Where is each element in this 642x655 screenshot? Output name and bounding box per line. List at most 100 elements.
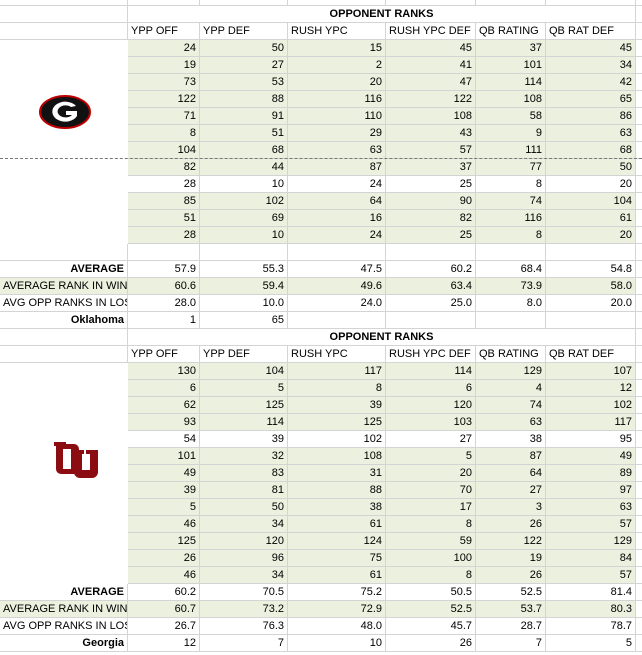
- oklahoma-logo: [54, 442, 98, 478]
- empty-cell: [200, 243, 288, 261]
- rank-cell: 116: [288, 90, 386, 108]
- rank-cell: 27: [200, 56, 288, 74]
- rank-cell: 62: [128, 396, 200, 414]
- rank-cell: 17: [386, 498, 476, 516]
- empty-cell: [128, 243, 200, 261]
- rank-cell: 117: [288, 362, 386, 380]
- rank-cell: 70: [386, 481, 476, 499]
- empty-cell: [0, 328, 128, 346]
- rank-cell: 39: [200, 430, 288, 448]
- rank-cell: 8: [476, 226, 546, 244]
- rank-cell: 114: [476, 73, 546, 91]
- summary-cell: 57.9: [128, 260, 200, 278]
- empty-cell: [636, 210, 642, 227]
- rank-cell: 20: [386, 464, 476, 482]
- empty-cell: [636, 23, 642, 40]
- rank-cell: 20: [288, 73, 386, 91]
- rank-cell: 108: [386, 107, 476, 125]
- empty-cell: [0, 91, 128, 108]
- empty-cell: [636, 516, 642, 533]
- rank-cell: 108: [476, 90, 546, 108]
- summary-cell: 26.7: [128, 617, 200, 635]
- summary-cell: 55.3: [200, 260, 288, 278]
- rank-cell: 122: [476, 532, 546, 550]
- divider: [0, 157, 642, 159]
- rank-cell: 68: [546, 141, 636, 159]
- row-label: AVG OPP RANKS IN LOSS: [0, 294, 128, 312]
- empty-cell: [386, 0, 476, 6]
- rank-cell: 31: [288, 464, 386, 482]
- rank-cell: 26: [476, 515, 546, 533]
- rank-cell: 20: [546, 226, 636, 244]
- section-title: OPPONENT RANKS: [128, 328, 636, 346]
- empty-cell: [636, 329, 642, 346]
- empty-cell: [0, 5, 128, 23]
- rank-cell: 28: [128, 175, 200, 193]
- empty-cell: [0, 380, 128, 397]
- empty-cell: [636, 261, 642, 278]
- summary-cell: 59.4: [200, 277, 288, 295]
- rank-cell: 28: [128, 226, 200, 244]
- rank-cell: 124: [288, 532, 386, 550]
- summary-cell: 76.3: [200, 617, 288, 635]
- summary-cell: 52.5: [386, 600, 476, 618]
- team-cell: 26: [386, 634, 476, 652]
- rank-cell: 26: [128, 549, 200, 567]
- empty-cell: [476, 311, 546, 329]
- rank-cell: 93: [128, 413, 200, 431]
- rank-cell: 71: [128, 107, 200, 125]
- rank-cell: 20: [546, 175, 636, 193]
- column-header: YPP OFF: [128, 345, 200, 363]
- empty-cell: [636, 125, 642, 142]
- empty-cell: [636, 244, 642, 261]
- empty-cell: [0, 74, 128, 91]
- empty-cell: [636, 482, 642, 499]
- rank-cell: 120: [386, 396, 476, 414]
- summary-cell: 53.7: [476, 600, 546, 618]
- rank-cell: 82: [128, 158, 200, 176]
- rank-cell: 129: [476, 362, 546, 380]
- column-header: YPP DEF: [200, 345, 288, 363]
- summary-cell: 72.9: [288, 600, 386, 618]
- empty-cell: [636, 431, 642, 448]
- rank-cell: 114: [200, 413, 288, 431]
- empty-cell: [636, 159, 642, 176]
- rank-cell: 43: [386, 124, 476, 142]
- team-cell: 65: [200, 311, 288, 329]
- rank-cell: 34: [546, 56, 636, 74]
- summary-cell: 60.2: [386, 260, 476, 278]
- column-header: YPP OFF: [128, 22, 200, 40]
- rank-cell: 61: [288, 515, 386, 533]
- rank-cell: 6: [128, 379, 200, 397]
- empty-cell: [0, 176, 128, 193]
- rank-cell: 8: [288, 379, 386, 397]
- rank-cell: 15: [288, 39, 386, 57]
- empty-cell: [0, 414, 128, 431]
- column-header: QB RATING: [476, 22, 546, 40]
- empty-cell: [636, 550, 642, 567]
- rank-cell: 42: [546, 73, 636, 91]
- rank-cell: 116: [476, 209, 546, 227]
- rank-cell: 89: [546, 464, 636, 482]
- empty-cell: [0, 465, 128, 482]
- empty-cell: [636, 193, 642, 210]
- empty-cell: [636, 380, 642, 397]
- rank-cell: 122: [128, 90, 200, 108]
- empty-cell: [636, 0, 642, 6]
- rank-cell: 38: [476, 430, 546, 448]
- rank-cell: 5: [386, 447, 476, 465]
- rank-cell: 19: [128, 56, 200, 74]
- rank-cell: 6: [386, 379, 476, 397]
- rank-cell: 10: [200, 226, 288, 244]
- empty-cell: [636, 142, 642, 159]
- rank-cell: 37: [386, 158, 476, 176]
- empty-cell: [636, 533, 642, 550]
- rank-cell: 41: [386, 56, 476, 74]
- empty-cell: [0, 193, 128, 210]
- georgia-logo: [39, 95, 91, 129]
- rank-cell: 122: [386, 90, 476, 108]
- rank-cell: 51: [200, 124, 288, 142]
- empty-cell: [0, 397, 128, 414]
- rank-cell: 24: [288, 175, 386, 193]
- empty-cell: [288, 311, 386, 329]
